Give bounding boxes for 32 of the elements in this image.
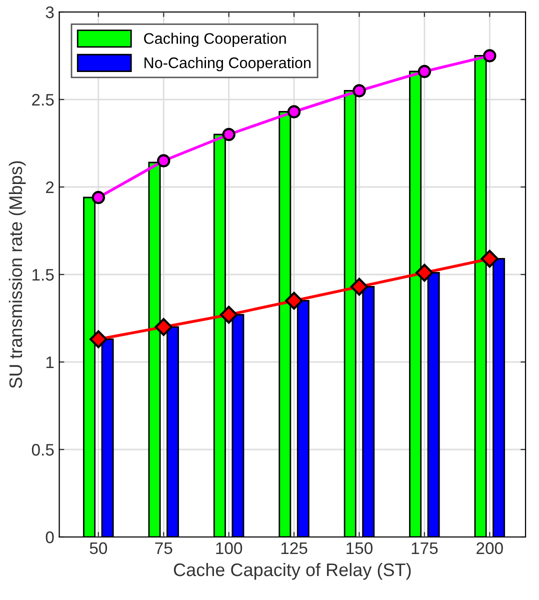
y-tick-label: 1.5 <box>32 269 54 281</box>
legend-label: Caching Cooperation <box>144 32 286 47</box>
point <box>92 190 106 204</box>
point <box>154 318 173 336</box>
point <box>480 250 499 268</box>
y-axis-title: SU transmission rate (Mbps) <box>8 161 26 388</box>
x-tick-label: 200 <box>476 542 503 554</box>
point <box>416 264 434 282</box>
x-axis-title: Cache Capacity of Relay (ST) <box>174 562 411 580</box>
x-tick-label: 150 <box>346 542 372 554</box>
x-tick-label: 75 <box>155 542 172 554</box>
y-tick-label: 1 <box>46 356 54 368</box>
legend-label: No-Caching Cooperation <box>144 57 310 72</box>
point <box>418 64 432 78</box>
point <box>157 154 170 168</box>
point <box>222 128 236 142</box>
y-tick-label: 3 <box>46 6 54 18</box>
point <box>220 306 238 324</box>
x-tick-label: 125 <box>281 542 308 554</box>
y-tick-label: 0 <box>46 531 54 544</box>
point <box>350 278 368 296</box>
point <box>285 292 303 310</box>
point <box>90 330 108 348</box>
x-tick-label: 100 <box>216 542 242 554</box>
y-tick-label: 0.5 <box>32 444 54 456</box>
point <box>352 84 366 98</box>
x-tick-label: 50 <box>90 542 108 554</box>
x-tick-label: 175 <box>412 542 438 554</box>
y-tick-label: 2 <box>46 181 54 194</box>
point <box>483 49 496 62</box>
point <box>287 105 301 118</box>
y-tick-label: 2.5 <box>32 94 54 106</box>
